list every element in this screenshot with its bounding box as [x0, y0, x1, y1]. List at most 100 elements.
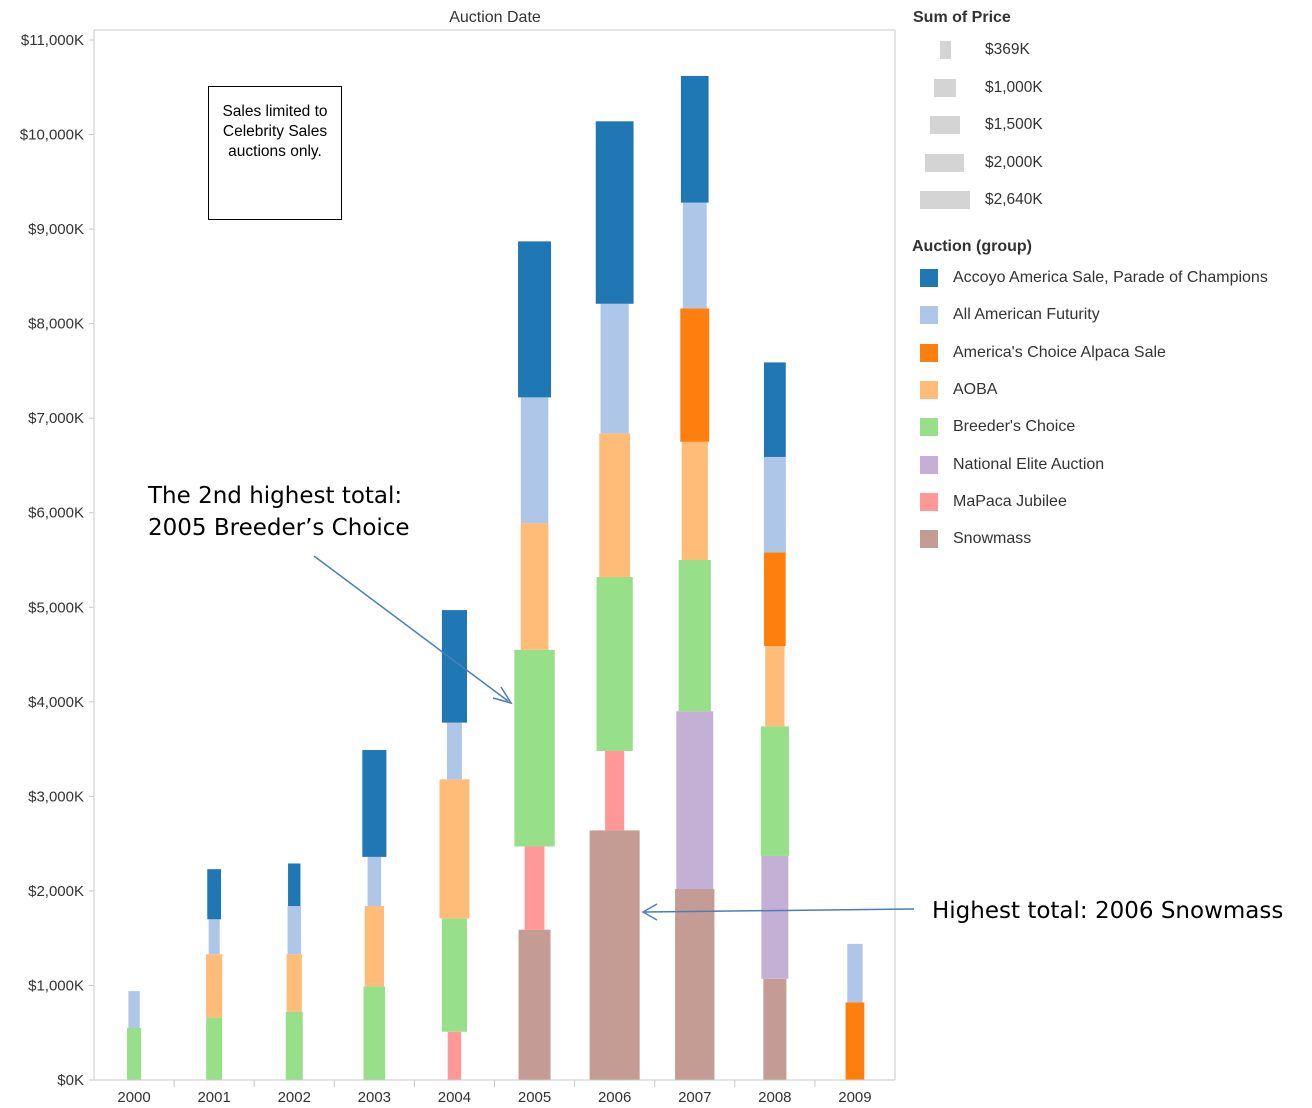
arrowhead-2005 [492, 686, 513, 705]
color-legend-item[interactable]: Breeder's Choice [920, 417, 1310, 439]
bar-2006-snowmass [589, 830, 640, 1080]
bar-2001-breeder-s-choice [206, 1017, 223, 1080]
bar-2004-aoba [439, 779, 470, 919]
annotation-second-highest: The 2nd highest total: 2005 Breeder’s Ch… [148, 480, 410, 544]
bar-2002-aoba [286, 954, 302, 1012]
size-legend-item: $1,500K [912, 115, 1112, 135]
bar-2002-breeder-s-choice [285, 1011, 303, 1080]
color-legend-swatch [920, 492, 938, 511]
size-legend-label: $1,000K [985, 78, 1043, 96]
bar-2008-breeder-s-choice [760, 726, 789, 856]
y-tick-label: $5,000K [28, 599, 84, 616]
bar-2003-all-american-futurity [367, 856, 382, 907]
x-tick-label-2002: 2002 [278, 1089, 311, 1106]
size-legend-item: $369K [912, 40, 1112, 60]
x-tick-label-2008: 2008 [758, 1089, 791, 1106]
color-legend-swatch [920, 306, 938, 325]
bar-2000-breeder-s-choice [126, 1028, 142, 1080]
bar-2005-aoba [520, 523, 549, 650]
size-legend-item: $2,000K [912, 153, 1112, 173]
bar-2006-breeder-s-choice [596, 577, 633, 751]
y-tick-label: $6,000K [28, 505, 84, 522]
annotation-second-line1: The 2nd highest total: [148, 483, 403, 509]
bar-2003-aoba [364, 906, 384, 987]
bar-2005-mapaca-jubilee [524, 846, 545, 930]
annotation-arrows [313, 555, 915, 921]
x-tick-label-2001: 2001 [197, 1089, 230, 1106]
color-legend-swatch [920, 530, 938, 549]
size-legend-label: $2,640K [985, 191, 1043, 208]
bar-2008-accoyo-america-sale-parade-of-champions [763, 362, 786, 457]
bar-2003-accoyo-america-sale-parade-of-champions [362, 750, 387, 857]
size-legend-swatch [934, 78, 956, 97]
color-legend-item[interactable]: America's Choice Alpaca Sale [920, 343, 1310, 365]
bar-2007-accoyo-america-sale-parade-of-champions [680, 75, 709, 203]
color-legend-label: America's Choice Alpaca Sale [953, 343, 1166, 361]
x-tick-label-2009: 2009 [838, 1089, 871, 1106]
note-text: Sales limited to Celebrity Sales auction… [222, 103, 328, 160]
bar-2003-breeder-s-choice [363, 986, 386, 1080]
annotation-second-line2: 2005 Breeder’s Choice [148, 515, 410, 541]
bar-2007-snowmass [675, 889, 715, 1080]
size-legend-item: $1,000K [912, 78, 1112, 98]
color-legend-label: Accoyo America Sale, Parade of Champions [953, 269, 1268, 286]
bar-2007-all-american-futurity [682, 202, 707, 309]
bar-2005-accoyo-america-sale-parade-of-champions [518, 241, 552, 398]
color-legend-swatch [920, 343, 938, 362]
bar-2005-snowmass [518, 929, 551, 1080]
color-legend-label: All American Futurity [953, 306, 1100, 324]
color-legend-item[interactable]: All American Futurity [920, 305, 1310, 327]
size-legend-label: $1,500K [985, 116, 1043, 133]
bar-2007-aoba [681, 441, 708, 560]
color-legend-label: AOBA [953, 380, 998, 398]
bar-2005-breeder-s-choice [514, 649, 555, 847]
x-tick-label-2003: 2003 [358, 1089, 391, 1106]
bar-2006-all-american-futurity [600, 303, 629, 434]
size-legend-swatch [929, 116, 961, 134]
y-tick-label: $10,000K [20, 127, 84, 144]
bar-2009-all-american-futurity [847, 943, 863, 1003]
bar-2008-america-s-choice-alpaca-sale [764, 552, 786, 647]
size-legend-label: $369K [985, 41, 1030, 58]
x-axis: 2000 2001 2002 2003 2004 2005 2006 2007 2008 2009 [94, 1079, 895, 1106]
bar-2004-mapaca-jubilee [447, 1031, 462, 1080]
bar-2001-aoba [206, 954, 223, 1018]
bar-2001-all-american-futurity [208, 919, 220, 955]
bar-2004-all-american-futurity [446, 722, 462, 780]
color-legend-label: MaPaca Jubilee [953, 492, 1067, 510]
color-legend-swatch [920, 269, 938, 287]
bar-2006-mapaca-jubilee [605, 750, 625, 831]
color-legend-item[interactable]: National Elite Auction [920, 455, 1310, 477]
bar-2008-all-american-futurity [763, 456, 786, 553]
annotation-highest: Highest total: 2006 Snowmass [932, 898, 1284, 924]
y-tick-label: $1,000K [28, 977, 84, 994]
y-tick-label: $9,000K [28, 221, 84, 238]
bar-2008-aoba [765, 646, 785, 727]
y-tick-label: $0K [57, 1072, 84, 1089]
bar-2008-snowmass [763, 978, 787, 1080]
bar-2000-all-american-futurity [128, 991, 140, 1028]
color-legend-label: National Elite Auction [953, 455, 1105, 473]
bar-2006-accoyo-america-sale-parade-of-champions [595, 121, 634, 304]
bars [126, 75, 865, 1080]
y-tick-label: $3,000K [28, 788, 84, 805]
y-axis: $0K $1,000K $2,000K $3,000K $4,000K $5,000K $6… [20, 29, 896, 1089]
color-legend-item[interactable]: Accoyo America Sale, Parade of Champions [920, 268, 1310, 290]
bar-2005-all-american-futurity [520, 397, 549, 524]
size-legend-title: Sum of Price [913, 9, 1011, 26]
x-tick-label-2005: 2005 [518, 1089, 551, 1106]
x-tick-label-2000: 2000 [117, 1089, 150, 1106]
color-legend-item[interactable]: Snowmass [920, 529, 1310, 551]
color-legend-item[interactable]: MaPaca Jubilee [920, 492, 1310, 514]
bar-2002-accoyo-america-sale-parade-of-champions [288, 863, 301, 907]
color-legend-item[interactable]: AOBA [920, 380, 1310, 402]
bar-2007-national-elite-auction [676, 711, 714, 890]
color-legend-label: Breeder's Choice [953, 418, 1076, 436]
color-legend-title: Auction (group) [912, 238, 1032, 255]
bar-2004-accoyo-america-sale-parade-of-champions [441, 610, 467, 723]
x-tick-label-2007: 2007 [678, 1089, 711, 1106]
arrow-2005-breeders-choice [313, 555, 509, 702]
color-legend-label: Snowmass [953, 530, 1032, 548]
bar-2004-breeder-s-choice [441, 918, 468, 1032]
